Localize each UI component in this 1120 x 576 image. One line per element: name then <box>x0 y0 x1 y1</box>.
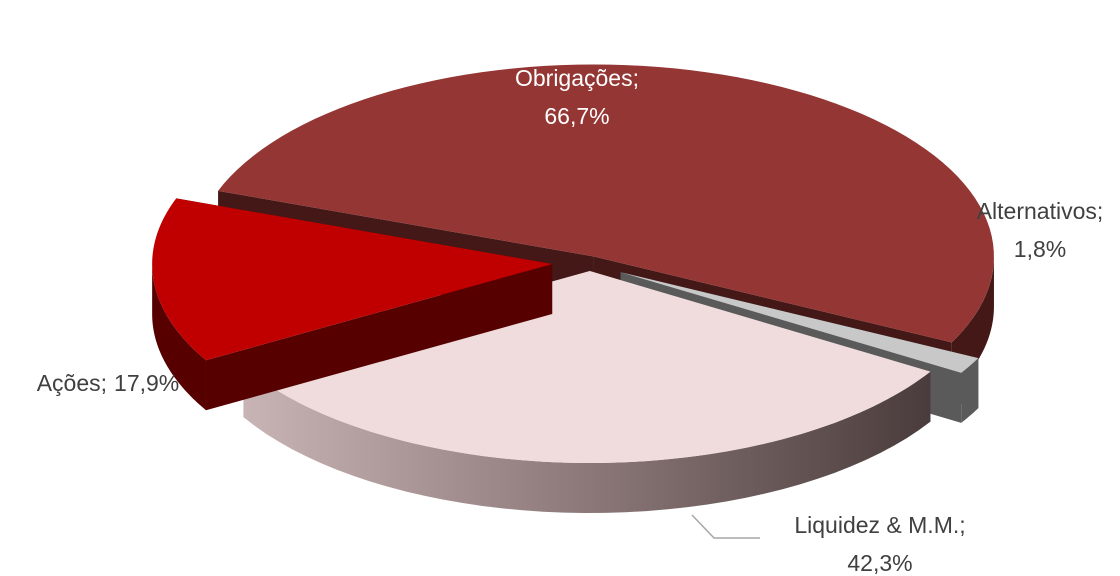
value-label: 66,7% <box>544 103 609 129</box>
slice-wall <box>152 264 206 411</box>
slice <box>152 198 553 361</box>
label-separator: ; <box>101 370 107 396</box>
slice <box>620 272 979 373</box>
data-label: Ações; 17,9% <box>37 370 180 396</box>
value-label: 1,8% <box>1014 236 1066 262</box>
labels: Obrigações; 66,7% Alternativos; 1,8% Liquide… <box>37 65 1104 576</box>
category-label: Obrigações <box>515 65 633 91</box>
data-label: Liquidez & M.M.; 42,3% <box>794 512 965 576</box>
data-label: Obrigações; 66,7% <box>515 65 639 129</box>
value-label: 42,3% <box>847 550 912 576</box>
slice-wall <box>961 358 979 423</box>
pie <box>152 64 994 513</box>
category-label: Liquidez & M.M. <box>794 512 959 538</box>
category-label: Alternativos <box>977 198 1097 224</box>
label-separator: ; <box>959 512 965 538</box>
label-separator: ; <box>633 65 639 91</box>
category-label: Ações <box>37 370 101 396</box>
data-label: Alternativos; 1,8% <box>977 198 1104 262</box>
slice-side <box>205 264 553 411</box>
slice <box>243 270 931 463</box>
leader-line <box>691 514 760 539</box>
value-label: 17,9% <box>114 370 179 396</box>
label-separator: ; <box>1097 198 1103 224</box>
slice-wall <box>243 367 931 513</box>
slice <box>218 64 994 343</box>
